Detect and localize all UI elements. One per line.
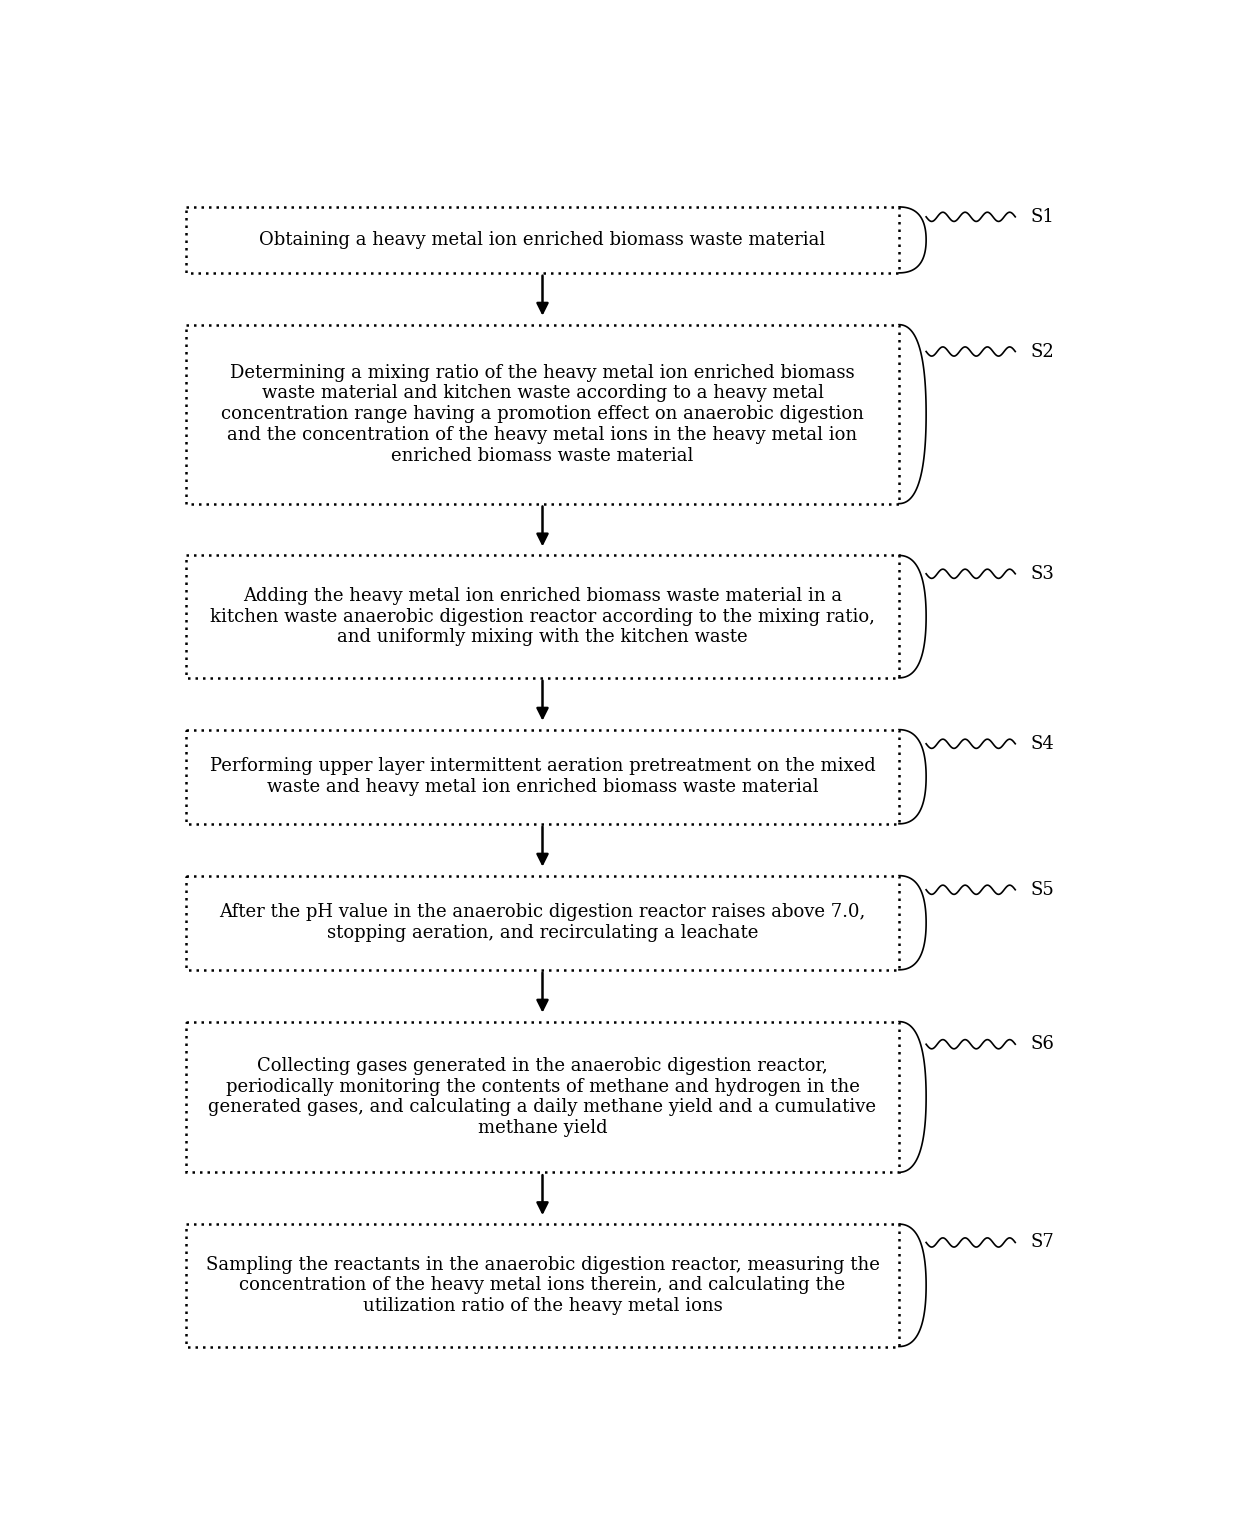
Text: Adding the heavy metal ion enriched biomass waste material in a
kitchen waste an: Adding the heavy metal ion enriched biom… [210, 587, 875, 647]
Text: S3: S3 [1030, 565, 1055, 582]
Text: S2: S2 [1030, 343, 1054, 360]
Text: S4: S4 [1030, 735, 1054, 752]
Text: S7: S7 [1030, 1233, 1054, 1252]
Text: Collecting gases generated in the anaerobic digestion reactor,
periodically moni: Collecting gases generated in the anaero… [208, 1057, 877, 1137]
Text: After the pH value in the anaerobic digestion reactor raises above 7.0,
stopping: After the pH value in the anaerobic dige… [219, 904, 866, 942]
Text: Sampling the reactants in the anaerobic digestion reactor, measuring the
concent: Sampling the reactants in the anaerobic … [206, 1256, 879, 1314]
Text: Obtaining a heavy metal ion enriched biomass waste material: Obtaining a heavy metal ion enriched bio… [259, 231, 826, 248]
Bar [186, 556, 899, 677]
Bar [186, 876, 899, 970]
Bar [186, 1022, 899, 1172]
Bar [186, 325, 899, 504]
Bar [186, 207, 899, 273]
Text: Determining a mixing ratio of the heavy metal ion enriched biomass
waste materia: Determining a mixing ratio of the heavy … [221, 363, 864, 464]
Text: S5: S5 [1030, 881, 1054, 899]
Text: S6: S6 [1030, 1036, 1055, 1052]
Text: Performing upper layer intermittent aeration pretreatment on the mixed
waste and: Performing upper layer intermittent aera… [210, 757, 875, 797]
Text: S1: S1 [1030, 208, 1055, 225]
Bar [186, 729, 899, 824]
Bar [186, 1224, 899, 1347]
